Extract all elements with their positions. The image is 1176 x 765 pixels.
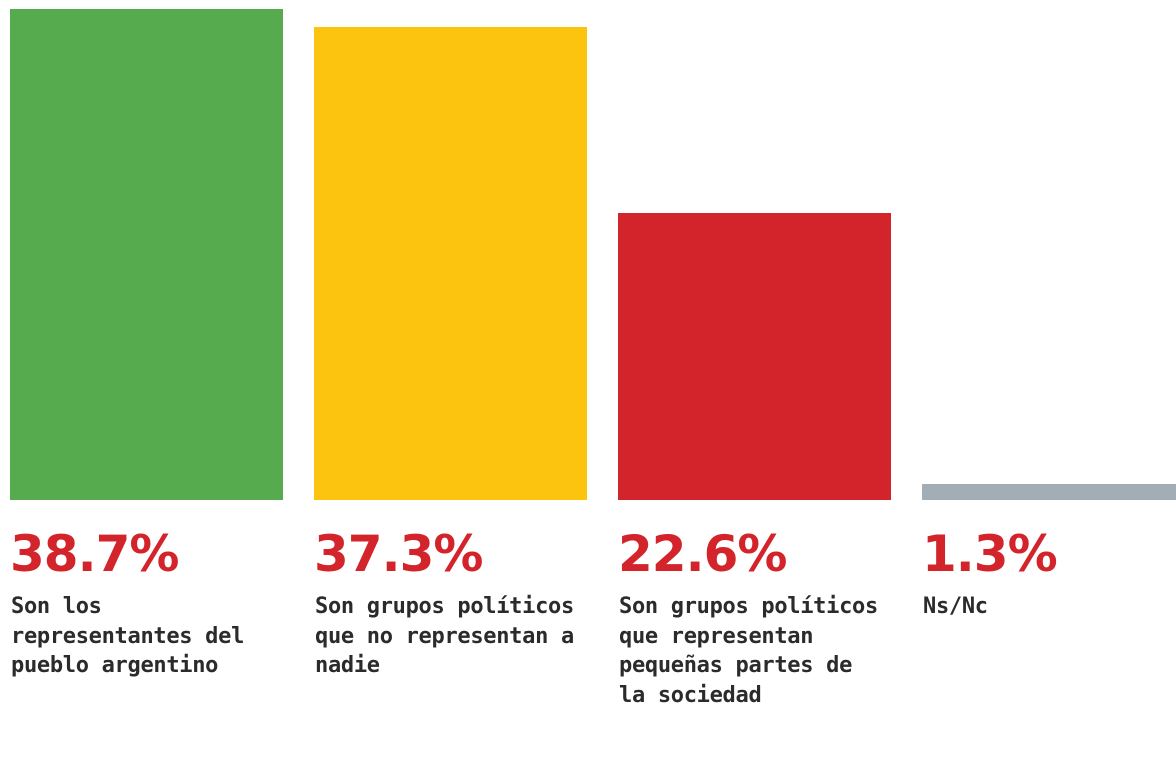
value-label-ns-nc: 1.3%: [922, 525, 1058, 583]
category-label-representantes: Son los representantes del pueblo argent…: [11, 594, 245, 678]
category-label-ns-nc: Ns/Nc: [923, 594, 988, 619]
bar-ns-nc: [922, 484, 1176, 500]
category-label-no-representan: Son grupos políticos que no representan …: [315, 594, 574, 678]
bar-pequenas-partes: [618, 213, 891, 500]
bar-representantes: [10, 9, 283, 500]
bar-no-representan: [314, 27, 587, 500]
value-label-pequenas-partes: 22.6%: [618, 525, 787, 583]
value-label-no-representan: 37.3%: [314, 525, 483, 583]
category-label-pequenas-partes: Son grupos políticos que representan peq…: [619, 594, 878, 708]
value-label-representantes: 38.7%: [10, 525, 179, 583]
